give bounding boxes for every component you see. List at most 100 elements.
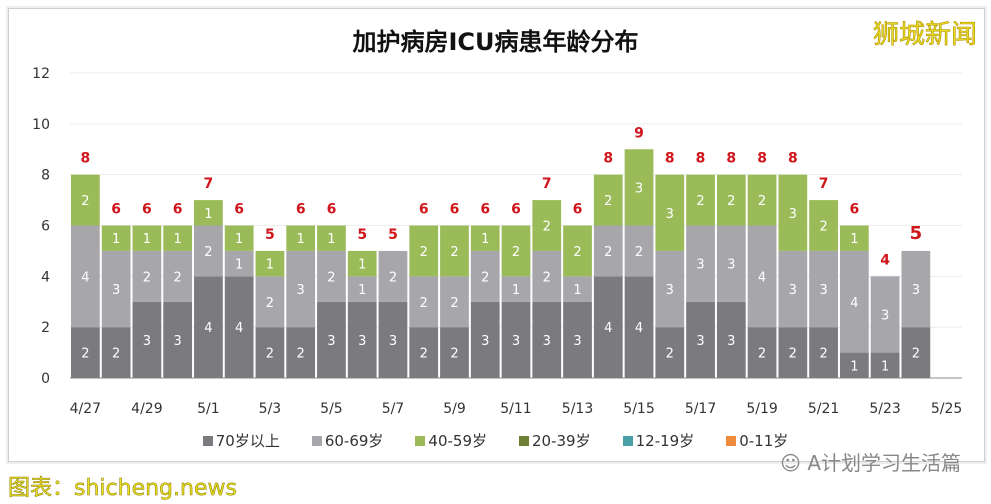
bar-segment bbox=[255, 250, 285, 277]
bar-segment bbox=[532, 250, 562, 302]
bar-segment bbox=[286, 327, 316, 378]
y-tick-label: 8 bbox=[41, 168, 50, 184]
segment-label: 2 bbox=[266, 347, 274, 362]
segment-label: 3 bbox=[573, 334, 581, 349]
bar-segment bbox=[286, 250, 316, 328]
bar-segment bbox=[132, 225, 162, 251]
segment-label: 1 bbox=[358, 283, 366, 298]
total-label: 6 bbox=[480, 202, 490, 218]
segment-label: 3 bbox=[143, 334, 151, 349]
x-tick-label: 5/19 bbox=[746, 401, 777, 417]
total-label: 8 bbox=[665, 151, 675, 167]
segment-label: 3 bbox=[696, 258, 704, 273]
bar-segment bbox=[163, 301, 193, 378]
segment-label: 1 bbox=[850, 359, 858, 374]
bar-segment bbox=[194, 276, 223, 378]
segment-label: 2 bbox=[481, 270, 489, 285]
bar-segment bbox=[347, 250, 377, 277]
legend-swatch bbox=[311, 435, 322, 446]
wechat-icon: ☺ bbox=[780, 451, 808, 475]
legend-label: 20-39岁 bbox=[532, 432, 591, 450]
x-tick-label: 5/25 bbox=[931, 401, 962, 417]
segment-label: 3 bbox=[789, 207, 797, 222]
legend-swatch bbox=[415, 435, 426, 446]
total-label: 8 bbox=[603, 151, 613, 167]
segment-label: 2 bbox=[389, 270, 397, 285]
bar-segment bbox=[839, 225, 869, 251]
segment-label: 2 bbox=[573, 245, 581, 260]
bar-segment bbox=[624, 225, 654, 277]
segment-label: 1 bbox=[573, 283, 581, 298]
bar-segment bbox=[71, 225, 100, 328]
segment-label: 2 bbox=[635, 245, 643, 260]
segment-label: 2 bbox=[143, 270, 151, 285]
total-label: 6 bbox=[419, 202, 429, 218]
bar-segment bbox=[440, 327, 469, 378]
x-tick-label: 5/13 bbox=[562, 401, 593, 417]
segment-label: 2 bbox=[81, 347, 89, 362]
segment-label: 3 bbox=[727, 334, 735, 349]
wechat-watermark: ☺ A计划学习生活篇 bbox=[780, 447, 961, 476]
bar-segment bbox=[593, 174, 623, 226]
legend-item: 60-69岁 bbox=[311, 430, 383, 451]
segment-label: 3 bbox=[666, 207, 674, 222]
bar-segment bbox=[870, 352, 900, 378]
bar-segment bbox=[286, 225, 316, 251]
credit-site: shicheng.news bbox=[74, 476, 237, 502]
segment-label: 3 bbox=[481, 334, 489, 349]
total-label: 6 bbox=[573, 202, 583, 218]
segment-label: 2 bbox=[204, 245, 212, 260]
bar-segment bbox=[747, 327, 777, 378]
total-label: 8 bbox=[788, 151, 798, 167]
segment-label: 1 bbox=[235, 232, 243, 247]
bar-segment bbox=[347, 276, 377, 302]
segment-label: 2 bbox=[174, 270, 182, 285]
y-tick-label: 12 bbox=[32, 66, 50, 82]
x-tick-label: 5/9 bbox=[443, 401, 466, 417]
total-label: 6 bbox=[450, 202, 460, 218]
y-tick-label: 2 bbox=[41, 320, 50, 336]
segment-label: 2 bbox=[81, 194, 89, 209]
segment-label: 1 bbox=[327, 232, 335, 247]
credit-watermark: 图表：shicheng.news bbox=[8, 470, 237, 502]
bar-segment bbox=[378, 301, 408, 378]
chart-frame bbox=[8, 8, 985, 462]
bar-segment bbox=[901, 250, 931, 328]
segment-label: 4 bbox=[81, 270, 89, 285]
segment-label: 2 bbox=[819, 220, 827, 235]
brand-logo: 狮城新闻 bbox=[872, 20, 978, 51]
segment-label: 2 bbox=[543, 220, 551, 235]
bar-segment bbox=[378, 250, 408, 302]
y-tick-label: 10 bbox=[32, 117, 50, 133]
segment-label: 1 bbox=[143, 232, 151, 247]
total-label: 6 bbox=[849, 202, 859, 218]
bar-segment bbox=[839, 250, 869, 353]
bar-segment bbox=[224, 250, 254, 277]
bar-segment bbox=[470, 250, 500, 302]
segment-label: 3 bbox=[543, 334, 551, 349]
segment-label: 1 bbox=[358, 258, 366, 273]
total-label: 6 bbox=[234, 202, 244, 218]
legend-label: 70岁以上 bbox=[215, 432, 280, 450]
bar-segment bbox=[563, 225, 592, 277]
legend-item: 20-39岁 bbox=[519, 430, 591, 451]
segment-label: 3 bbox=[912, 283, 920, 298]
segment-label: 2 bbox=[112, 347, 120, 362]
bar-segment bbox=[163, 225, 193, 251]
total-label: 6 bbox=[327, 202, 337, 218]
bar-segment bbox=[317, 225, 346, 251]
bar-segment bbox=[870, 276, 900, 353]
bar-segment bbox=[716, 174, 746, 226]
y-tick-label: 6 bbox=[41, 219, 50, 235]
x-tick-label: 5/17 bbox=[685, 401, 716, 417]
segment-label: 2 bbox=[266, 296, 274, 311]
segment-label: 2 bbox=[450, 347, 458, 362]
segment-label: 1 bbox=[266, 258, 274, 273]
segment-label: 3 bbox=[327, 334, 335, 349]
segment-label: 3 bbox=[112, 283, 120, 298]
bar-segment bbox=[655, 250, 685, 328]
bar-segment bbox=[624, 276, 654, 378]
legend-swatch bbox=[726, 435, 737, 446]
segment-label: 4 bbox=[850, 296, 858, 311]
bar-segment bbox=[71, 174, 100, 226]
